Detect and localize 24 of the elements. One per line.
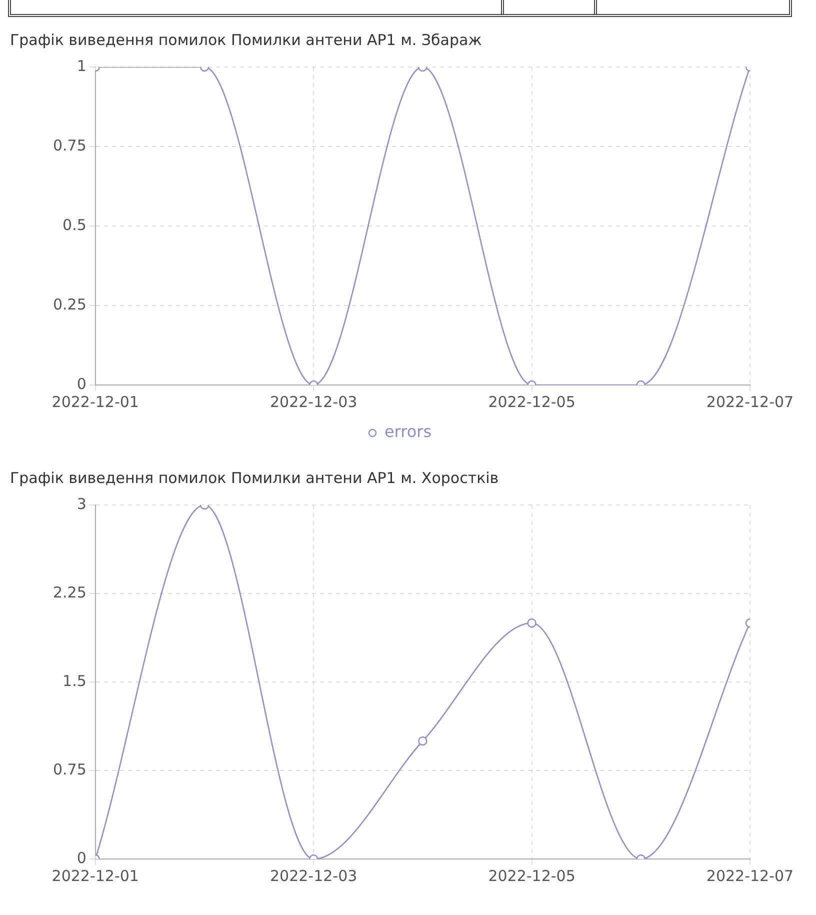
y-tick-label: 0.75 [52, 760, 86, 778]
x-tick-label: 2022-12-05 [488, 866, 576, 885]
y-tick-label: 0.75 [52, 136, 86, 154]
y-tick-label: 0 [76, 848, 86, 867]
y-tick-label: 2.25 [52, 583, 86, 602]
chart-title: Графік виведення помилок Помилки антени AP1 м. Збараж [10, 31, 483, 49]
y-tick-label: 1 [76, 56, 86, 75]
point [418, 736, 428, 746]
chart-title: Графік виведення помилок Помилки антени AP1 м. Хоростків [10, 469, 500, 487]
x-tick-label: 2022-12-07 [706, 392, 794, 411]
line-series [95, 505, 750, 859]
x-tick-label: 2022-12-05 [488, 392, 576, 411]
x-tick-label: 2022-12-03 [270, 392, 358, 411]
x-tick-label: 2022-12-01 [52, 392, 139, 411]
y-tick-label: 0.5 [62, 216, 86, 234]
y-tick-label: 3 [76, 494, 86, 513]
x-tick-label: 2022-12-01 [52, 866, 139, 885]
y-tick-label: 0.25 [52, 295, 86, 314]
x-tick-label: 2022-12-03 [270, 866, 358, 885]
x-tick-label: 2022-12-07 [706, 866, 794, 885]
legend-label: errors [384, 422, 432, 442]
y-tick-label: 0 [76, 374, 86, 393]
point [527, 618, 536, 628]
y-tick-label: 1.5 [62, 672, 86, 690]
